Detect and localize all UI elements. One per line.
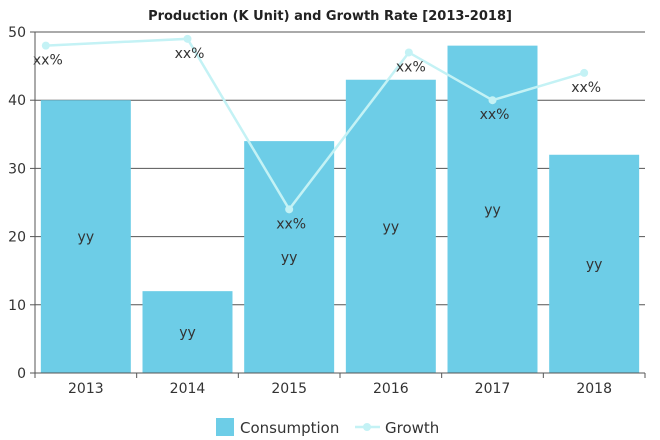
y-tick-label: 50: [8, 25, 26, 41]
bar-2015[interactable]: [244, 141, 335, 373]
growth-data-label: xx%: [396, 59, 426, 75]
bars: [40, 45, 640, 374]
bar-data-label: yy: [281, 250, 298, 266]
x-tick-label: 2017: [475, 381, 511, 397]
y-tick-label: 20: [8, 230, 26, 246]
bar-data-label: yy: [78, 230, 95, 246]
legend-swatch-consumption: [216, 418, 234, 436]
growth-line-group: xx% xx% xx% xx% xx% xx%: [33, 34, 601, 232]
legend-marker-growth: [363, 423, 371, 431]
y-tick-label: 10: [8, 298, 26, 314]
growth-point-2017[interactable]: [488, 96, 497, 105]
y-tick-label: 30: [8, 161, 26, 177]
x-tick-label: 2013: [68, 381, 104, 397]
bar-2014[interactable]: [142, 291, 233, 373]
growth-point-2014[interactable]: [183, 34, 192, 43]
x-tick-label: 2015: [271, 381, 307, 397]
bar-labels: yy yy yy yy yy yy: [78, 202, 603, 341]
x-tick-label: 2018: [576, 381, 612, 397]
growth-line: [45, 37, 585, 212]
bar-2018[interactable]: [549, 154, 640, 373]
growth-data-label: xx%: [571, 80, 601, 96]
growth-point-2013[interactable]: [41, 41, 50, 50]
x-tick-label: 2014: [170, 381, 206, 397]
bar-data-label: yy: [484, 202, 501, 218]
legend-label-growth: Growth: [385, 419, 439, 437]
bar-data-label: yy: [179, 325, 196, 341]
axes: 0 10 20 30 40 50 2013 2014 2015 2016 2017 2018: [8, 25, 646, 397]
growth-data-label: xx%: [480, 107, 510, 123]
bar-data-label: yy: [586, 257, 603, 273]
y-tick-label: 0: [17, 366, 26, 382]
growth-point-2018[interactable]: [580, 68, 589, 77]
bar-2013[interactable]: [40, 100, 131, 373]
legend-label-consumption: Consumption: [240, 419, 339, 437]
legend: Consumption Growth: [216, 418, 439, 437]
x-tick-label: 2016: [373, 381, 409, 397]
growth-data-label: xx%: [175, 46, 205, 62]
growth-data-label: xx%: [276, 216, 306, 232]
y-tick-label: 40: [8, 93, 26, 109]
chart-title: Production (K Unit) and Growth Rate [201…: [148, 9, 512, 24]
growth-data-label: xx%: [33, 53, 63, 69]
bar-2016[interactable]: [345, 79, 436, 374]
bar-data-label: yy: [383, 219, 400, 235]
growth-point-2016[interactable]: [404, 48, 413, 57]
growth-point-2015[interactable]: [285, 205, 294, 214]
